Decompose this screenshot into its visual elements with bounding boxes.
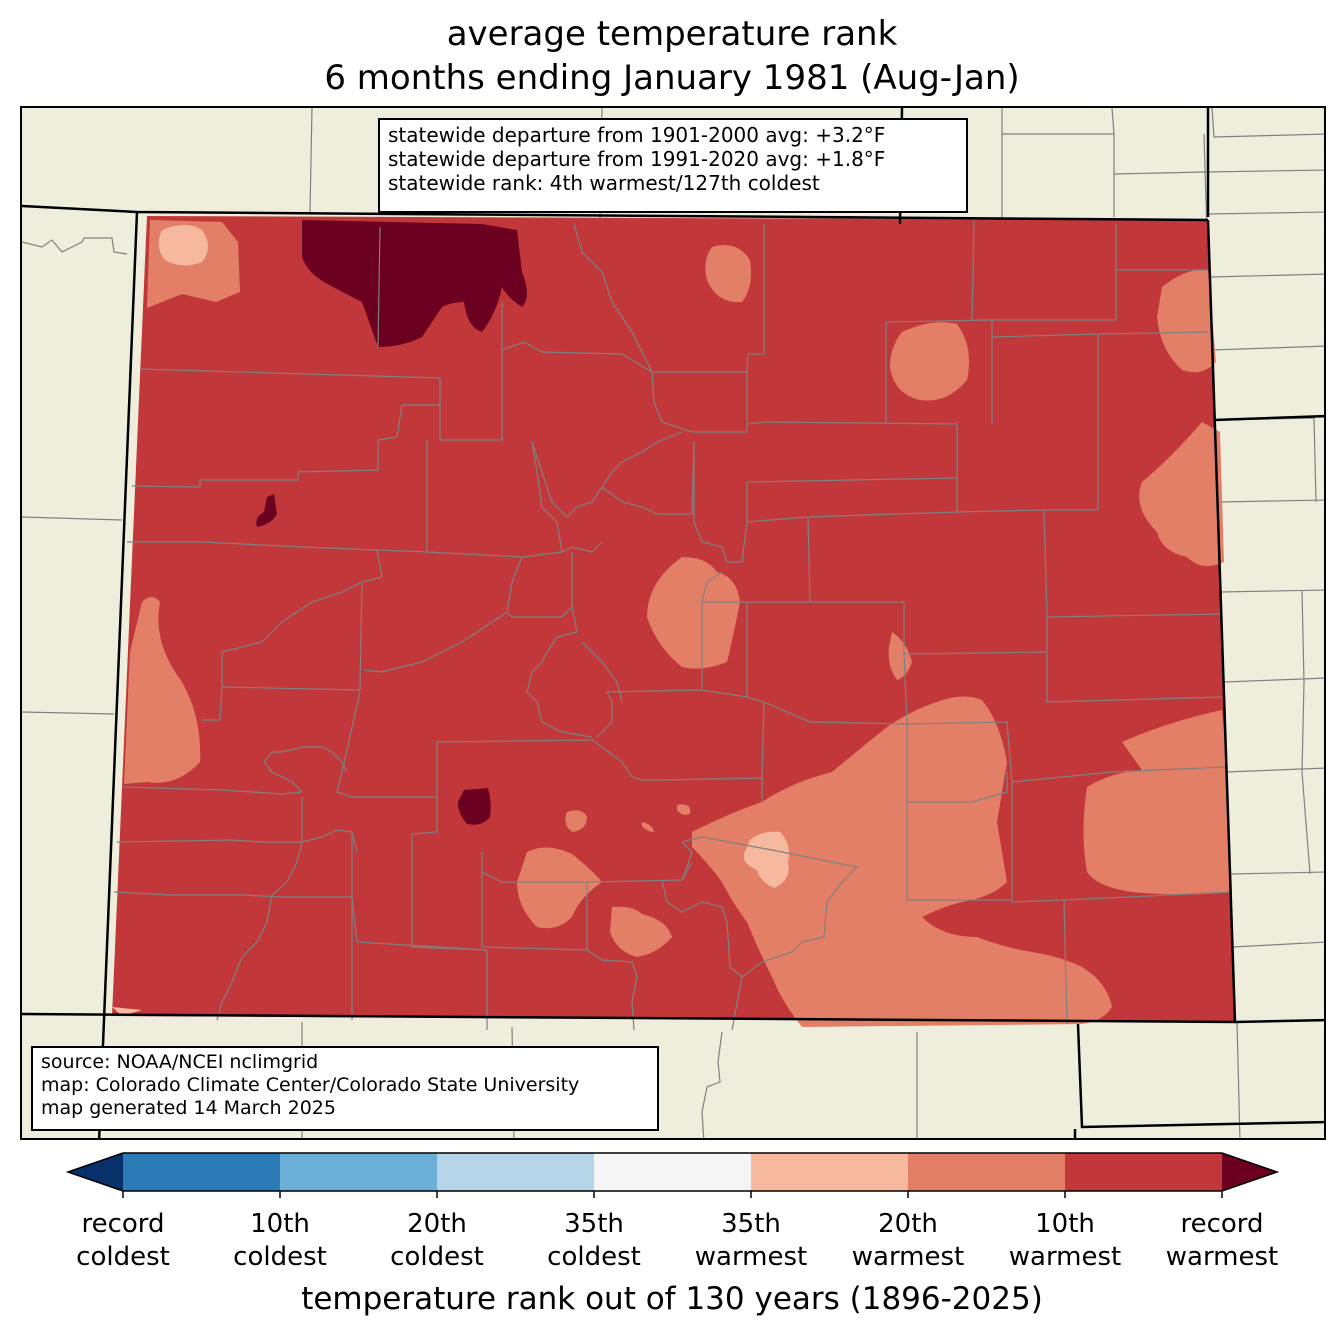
- tick-label-line2: coldest: [76, 1242, 170, 1272]
- state-borders: [22, 108, 1324, 1138]
- colorbar-segment: [751, 1153, 909, 1191]
- colorbar-arrow-warmest: [1222, 1153, 1277, 1191]
- colorbar-segment: [1065, 1153, 1223, 1191]
- colorbar-label: temperature rank out of 130 years (1896-…: [301, 1281, 1043, 1317]
- source-line: source: NOAA/NCEI nclimgrid: [41, 1051, 319, 1073]
- colorbar-tick-label: 35th warmest: [671, 1208, 831, 1274]
- tick-label-line1: 20th: [407, 1209, 467, 1239]
- tick-label-line1: 35th: [721, 1209, 781, 1239]
- colorbar-tick-label: 20th warmest: [828, 1208, 988, 1274]
- colorbar-tick-label: 10th warmest: [985, 1208, 1145, 1274]
- tick-label-line2: coldest: [547, 1242, 641, 1272]
- source-box: source: NOAA/NCEI nclimgrid map: Colorad…: [31, 1046, 659, 1131]
- tick-label-line2: warmest: [851, 1242, 965, 1272]
- map-credit-line: map: Colorado Climate Center/Colorado St…: [41, 1074, 580, 1096]
- departure-1991-2020: statewide departure from 1991-2020 avg: …: [388, 147, 886, 171]
- map-title: average temperature rank: [446, 14, 898, 54]
- tick-label-line2: warmest: [694, 1242, 808, 1272]
- colorbar-segment: [280, 1153, 438, 1191]
- colorbar-tick-label: 35th coldest: [514, 1208, 674, 1274]
- colorbar: [65, 1152, 1280, 1198]
- colorado-map: [22, 108, 1324, 1138]
- tick-label-line1: 10th: [1035, 1209, 1095, 1239]
- tick-label-line2: warmest: [1165, 1242, 1279, 1272]
- tick-label-line1: record: [1180, 1209, 1264, 1239]
- colorbar-segment: [594, 1153, 752, 1191]
- 35th-warmest-regions: [158, 225, 789, 888]
- record-warmest-regions: [256, 220, 527, 825]
- map-frame: [20, 106, 1326, 1140]
- departure-1901-2000: statewide departure from 1901-2000 avg: …: [388, 123, 886, 147]
- generated-date-line: map generated 14 March 2025: [41, 1097, 336, 1119]
- tick-label-line2: coldest: [390, 1242, 484, 1272]
- tick-label-line1: 20th: [878, 1209, 938, 1239]
- colorado-county-lines: [113, 219, 1233, 1031]
- colorbar-tick-label: 10th coldest: [200, 1208, 360, 1274]
- colorbar-tick-label: record coldest: [43, 1208, 203, 1274]
- colorbar-tick-label: record warmest: [1142, 1208, 1302, 1274]
- colorbar-tick-label: 20th coldest: [357, 1208, 517, 1274]
- tick-label-line1: 35th: [564, 1209, 624, 1239]
- map-subtitle: 6 months ending January 1981 (Aug-Jan): [324, 58, 1020, 98]
- tick-label-line1: 10th: [250, 1209, 310, 1239]
- tick-label-line2: warmest: [1008, 1242, 1122, 1272]
- tick-label-line1: record: [81, 1209, 165, 1239]
- colorbar-segment: [908, 1153, 1066, 1191]
- colorbar-arrow-coldest: [68, 1153, 123, 1191]
- tick-label-line2: coldest: [233, 1242, 327, 1272]
- statewide-stats-box: statewide departure from 1901-2000 avg: …: [378, 118, 968, 213]
- statewide-rank: statewide rank: 4th warmest/127th coldes…: [388, 171, 820, 195]
- colorbar-segment: [123, 1153, 281, 1191]
- colorbar-segment: [437, 1153, 595, 1191]
